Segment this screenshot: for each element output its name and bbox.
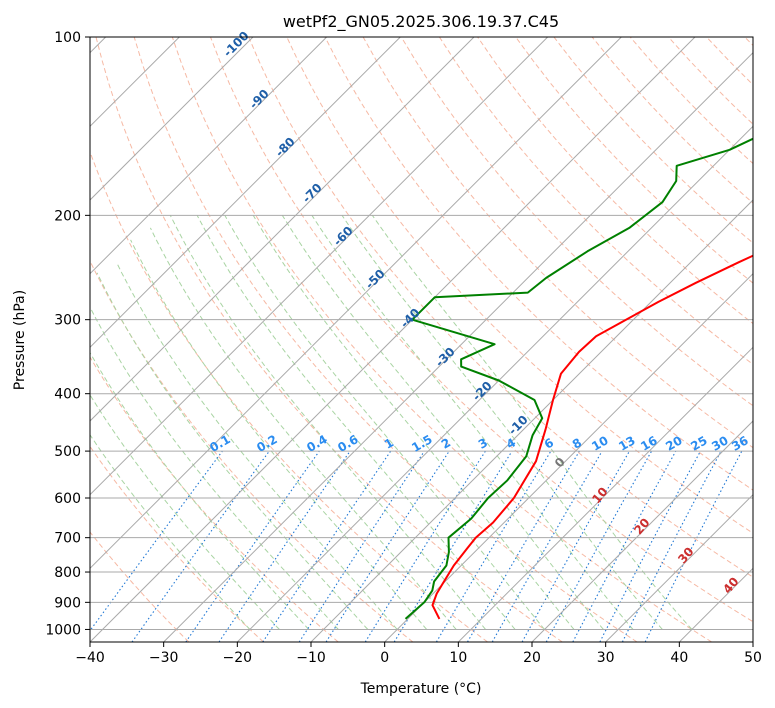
x-tick-label: −10 xyxy=(296,650,326,666)
y-tick-label: 100 xyxy=(54,30,81,46)
y-tick-label: 200 xyxy=(54,208,81,224)
moist-adiabat-line xyxy=(149,227,457,630)
dry-adiabat-line xyxy=(210,37,753,623)
moist-adiabat-line xyxy=(311,215,634,630)
y-tick-label: 900 xyxy=(54,595,81,611)
isotherm-line xyxy=(310,199,753,642)
y-tick-label: 400 xyxy=(54,387,81,403)
temperature-profile-line xyxy=(431,254,753,620)
dry-adiabat-line xyxy=(438,37,753,366)
moist-adiabat-line xyxy=(281,215,604,630)
x-tick-label: 20 xyxy=(523,650,541,666)
mixing-ratio-line xyxy=(185,450,320,642)
dry-adiabat-line xyxy=(90,531,190,642)
dry-adiabat-line xyxy=(90,150,488,642)
y-tick-label: 600 xyxy=(54,491,81,507)
isotherm-line xyxy=(90,37,622,570)
isotherm-line xyxy=(90,37,254,201)
chart-title: wetPf2_GN05.2025.306.19.37.C45 xyxy=(283,12,559,32)
isotherm-line xyxy=(236,125,753,642)
mixing-ratio-line xyxy=(545,450,653,642)
dry-adiabat-line xyxy=(133,37,638,642)
y-tick-label: 700 xyxy=(54,531,81,547)
moist-adiabat-line xyxy=(90,394,280,630)
x-tick-label: −30 xyxy=(149,650,179,666)
isotherm-line xyxy=(90,37,328,275)
x-tick-label: −20 xyxy=(223,650,253,666)
dry-adiabat-line xyxy=(95,37,563,642)
x-tick-label: 40 xyxy=(670,650,688,666)
y-tick-label: 500 xyxy=(54,444,81,460)
mixing-ratio-line xyxy=(572,450,677,642)
y-tick-label: 300 xyxy=(54,313,81,329)
y-axis-label: Pressure (hPa) xyxy=(12,290,28,390)
moist-adiabat-line xyxy=(341,215,663,630)
mixing-ratio-line xyxy=(393,450,513,642)
moist-adiabat-line xyxy=(96,272,369,630)
isotherm-line xyxy=(90,37,401,349)
isotherm-line xyxy=(90,37,475,422)
isotherm-line xyxy=(163,51,753,642)
dry-adiabat-line xyxy=(324,37,753,491)
moist-adiabat-line xyxy=(90,306,339,630)
dry-adiabat-line xyxy=(515,37,753,284)
moist-adiabat-line xyxy=(116,262,398,630)
dry-adiabat-line xyxy=(248,37,753,578)
isotherm-line xyxy=(384,272,753,642)
moist-adiabat-line xyxy=(130,239,428,630)
y-tick-label: 1000 xyxy=(45,622,81,638)
dry-adiabat-line xyxy=(90,356,339,642)
plot-frame xyxy=(89,36,754,643)
mixing-ratio-line xyxy=(298,450,425,642)
isotherm-line xyxy=(90,37,549,496)
dry-adiabat-line xyxy=(171,37,712,642)
isotherm-line xyxy=(457,346,753,642)
mixing-ratio-line xyxy=(262,450,392,642)
mixing-ratio-line xyxy=(644,450,743,642)
y-tick-label: 800 xyxy=(54,565,81,581)
dry-adiabat-line xyxy=(400,37,753,407)
moist-adiabat-line xyxy=(90,433,251,630)
mixing-ratio-line xyxy=(218,450,351,642)
isotherm-line xyxy=(531,420,753,642)
x-axis-label: Temperature (°C) xyxy=(360,681,482,697)
isotherm-line xyxy=(605,493,753,642)
mixing-ratio-line xyxy=(131,450,270,642)
x-tick-label: 50 xyxy=(744,650,762,666)
dry-adiabat-line xyxy=(90,445,264,642)
x-tick-label: 10 xyxy=(449,650,467,666)
mixing-ratio-line xyxy=(325,450,450,642)
mixing-ratio-line xyxy=(521,450,630,642)
x-tick-label: −40 xyxy=(75,650,105,666)
isotherm-line xyxy=(90,37,696,642)
x-tick-label: 0 xyxy=(380,650,389,666)
mixing-ratio-line xyxy=(90,450,223,632)
dewpoint-profile-line xyxy=(404,137,753,620)
x-tick-label: 30 xyxy=(597,650,615,666)
